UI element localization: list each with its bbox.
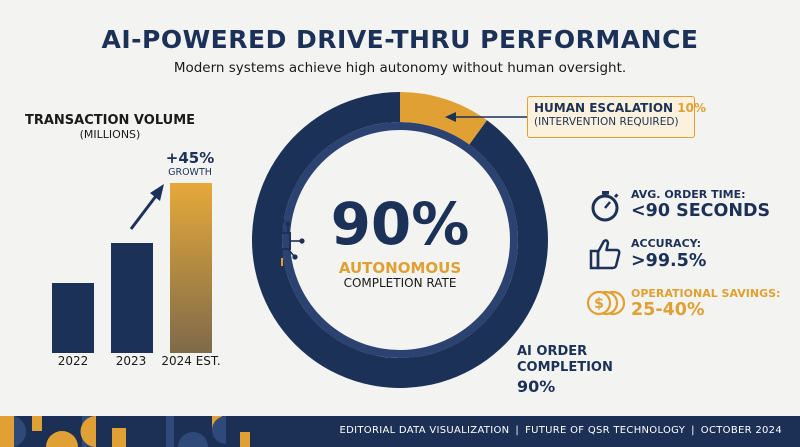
escalation-label: HUMAN ESCALATION: [534, 101, 674, 115]
donut-inner-ring: [282, 122, 518, 358]
escalation-callout-arrowhead: [445, 112, 456, 122]
footer-item-1: EDITORIAL DATA VISUALIZATION: [339, 425, 510, 436]
bar-2024: [170, 183, 212, 353]
growth-arrow-head: [150, 184, 164, 201]
x-tick-2023: 2023: [115, 354, 147, 368]
thumbs-up-icon: [589, 239, 621, 270]
x-tick-2024: 2024 EST.: [161, 354, 221, 368]
growth-percent: +45%: [165, 149, 215, 167]
footer-item-2: FUTURE OF QSR TECHNOLOGY: [525, 425, 686, 436]
footer-bar: EDITORIAL DATA VISUALIZATION | FUTURE OF Q…: [0, 416, 800, 447]
escalation-percent: 10%: [677, 101, 706, 115]
bar-chart-subtitle: (MILLIONS): [79, 128, 141, 141]
page-title: AI-POWERED DRIVE-THRU PERFORMANCE: [101, 25, 699, 54]
stopwatch-icon: [591, 191, 619, 222]
ai-completion-percent: 90%: [517, 376, 556, 396]
bar-2022: [52, 283, 94, 353]
coins-icon: $: [586, 290, 626, 316]
donut-center-value: 90%: [330, 190, 470, 258]
donut-slice-human-escalation: [400, 92, 487, 145]
ai-completion-label: AI ORDER COMPLETION 90%: [517, 344, 627, 397]
footer-item-3: OCTOBER 2024: [700, 425, 782, 436]
growth-label: GROWTH: [168, 167, 212, 178]
footer-separator-2: |: [691, 425, 695, 436]
footer-separator-1: |: [515, 425, 520, 436]
footer-credits: EDITORIAL DATA VISUALIZATION | FUTURE OF Q…: [340, 425, 783, 436]
ai-completion-line-2: COMPLETION: [517, 360, 613, 376]
ai-chip-icon: [259, 218, 305, 266]
metric-value-savings: 25-40%: [631, 300, 705, 320]
bar-chart: [52, 183, 212, 353]
growth-arrow-shaft: [129, 195, 158, 230]
donut-center-label-1: AUTONOMOUS: [338, 259, 462, 277]
bar-2023: [111, 243, 153, 353]
metric-label-order-time: AVG. ORDER TIME:: [631, 188, 746, 201]
x-tick-2022: 2022: [57, 354, 89, 368]
page-subtitle: Modern systems achieve high autonomy wit…: [173, 60, 627, 76]
ai-completion-line-1: AI ORDER: [517, 344, 588, 359]
escalation-note: (INTERVENTION REQUIRED): [534, 116, 679, 128]
metric-value-order-time: <90 SECONDS: [631, 201, 771, 221]
metric-value-accuracy: >99.5%: [631, 251, 707, 271]
donut-center-label-2: COMPLETION RATE: [343, 276, 457, 290]
metric-label-accuracy: ACCURACY:: [631, 237, 702, 250]
svg-text:$: $: [594, 296, 604, 312]
metric-label-savings: OPERATIONAL SAVINGS:: [631, 287, 781, 300]
footer-pattern: [0, 416, 250, 447]
bar-chart-title: TRANSACTION VOLUME: [24, 113, 196, 128]
escalation-callout: HUMAN ESCALATION 10% (INTERVENTION REQUI…: [527, 96, 706, 138]
